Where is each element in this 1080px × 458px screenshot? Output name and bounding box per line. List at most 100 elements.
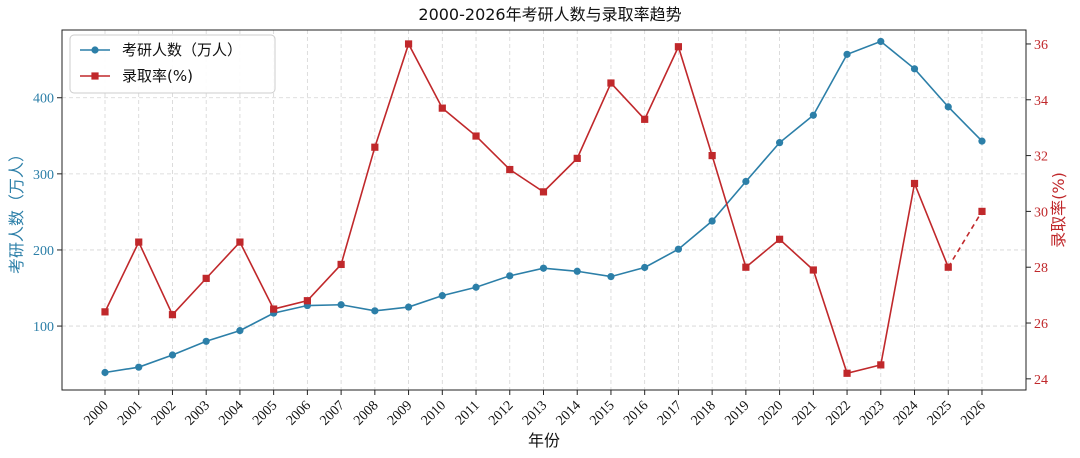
series-1-point [776,139,784,147]
series-1-point [843,50,851,58]
legend-box [69,34,276,94]
series-1-point [877,37,885,46]
y-axis-left-title: 考研人数（万人） [7,146,26,274]
series-2-point [674,43,683,51]
y-left-tick-label: 400 [33,92,54,107]
legend-swatch-marker [91,72,99,80]
series-1-point [978,137,986,145]
series-1-point [573,267,581,275]
x-tick-label: 2022 [823,398,853,428]
y-right-tick-label: 32 [1034,150,1048,165]
series-2-point [573,154,581,162]
series-2-point [371,143,379,151]
x-tick-label: 2004 [216,398,246,428]
series-1-point [168,351,177,359]
series-2-point [337,260,345,269]
x-tick-label: 2000 [81,398,111,428]
series-1-point [506,272,514,280]
series-2-point [776,235,784,243]
x-tick-label: 2017 [655,398,685,428]
series-1-point [337,301,345,309]
x-tick-label: 2023 [857,398,887,428]
series-1-point [809,111,817,119]
series-1-point [101,368,109,377]
y-left-tick-label: 300 [33,168,54,183]
x-tick-label: 2024 [891,398,921,428]
series-1-point [944,103,952,111]
series-1-point [910,65,919,73]
y-axis-right-title: 录取率(%) [1049,172,1068,248]
series-2-point [978,207,986,215]
series-2-point [607,79,615,87]
x-tick-label: 2013 [520,398,550,428]
y-right-tick-label: 24 [1034,373,1048,388]
x-tick-label: 2020 [756,398,786,428]
y-right-tick-label: 36 [1034,38,1048,53]
series-1-point [236,327,244,335]
x-tick-label: 2002 [149,398,179,428]
x-tick-label: 2021 [790,398,820,428]
series-2-point [506,165,514,174]
series-2-point [877,361,885,369]
series-1-point [438,292,446,300]
series-2-point [101,308,109,316]
series-2 [101,40,986,377]
x-axis-title: 年份 [528,431,560,450]
x-tick-label: 2009 [385,398,415,428]
series-2-point [404,40,413,48]
series-2-point [135,238,143,246]
x-tick-label: 2010 [419,398,449,428]
series-1-point [641,263,649,272]
series-1 [101,37,986,377]
series-1-point [607,272,615,281]
series-1-point [371,307,379,315]
legend-label: 录取率(%) [122,67,193,85]
series-2-point [843,369,851,377]
x-tick-label: 2008 [351,398,381,428]
x-tick-label: 2006 [284,398,314,428]
series-1-point [674,245,683,253]
series-2-line [104,41,949,375]
y-right-tick-label: 34 [1034,94,1048,109]
x-tick-label: 2001 [115,398,145,428]
legend-swatch-marker [91,46,99,54]
chart-title: 2000-2026年考研人数与录取率趋势 [418,5,681,24]
series-2-dashed-segment [947,210,983,268]
series-1-point [472,283,480,291]
x-tick-label: 2005 [250,398,280,428]
y-axis-left: 100 200 300 400 [33,92,62,335]
legend-label: 考研人数（万人） [122,41,242,59]
x-tick-label: 2011 [453,398,483,428]
series-2-point [910,179,919,188]
series-2-point [303,297,311,305]
x-tick-label: 2003 [183,398,213,428]
x-tick-label: 2026 [958,398,988,428]
x-tick-label: 2015 [587,398,617,428]
series-1-point [135,363,143,371]
series-2-point [472,132,480,140]
series-layer [101,37,986,377]
series-2-point [539,188,548,196]
series-2-point [438,104,446,112]
y-left-tick-label: 200 [33,244,54,259]
series-1-point [708,217,716,225]
y-axis-right: 24 26 28 30 32 34 36 [1026,38,1048,388]
series-2-point [236,238,244,246]
series-1-point [742,177,750,186]
x-tick-label: 2025 [925,398,955,428]
x-tick-label: 2007 [318,398,348,428]
x-tick-label: 2018 [689,398,719,428]
series-2-point [641,115,649,123]
series-1-point [404,303,413,311]
series-1-point [539,264,548,272]
series-2-point [168,311,177,319]
x-axis: 2000 2001 2002 2003 2004 2005 2006 2007 2008 2009… [81,390,989,429]
x-tick-label: 2014 [554,398,584,428]
y-right-tick-label: 28 [1034,261,1048,276]
series-2-point [202,274,210,282]
x-tick-label: 2016 [621,398,651,428]
y-right-tick-label: 26 [1034,317,1048,332]
y-right-tick-label: 30 [1034,205,1048,220]
legend: 考研人数（万人） 录取率(%) [69,34,276,94]
